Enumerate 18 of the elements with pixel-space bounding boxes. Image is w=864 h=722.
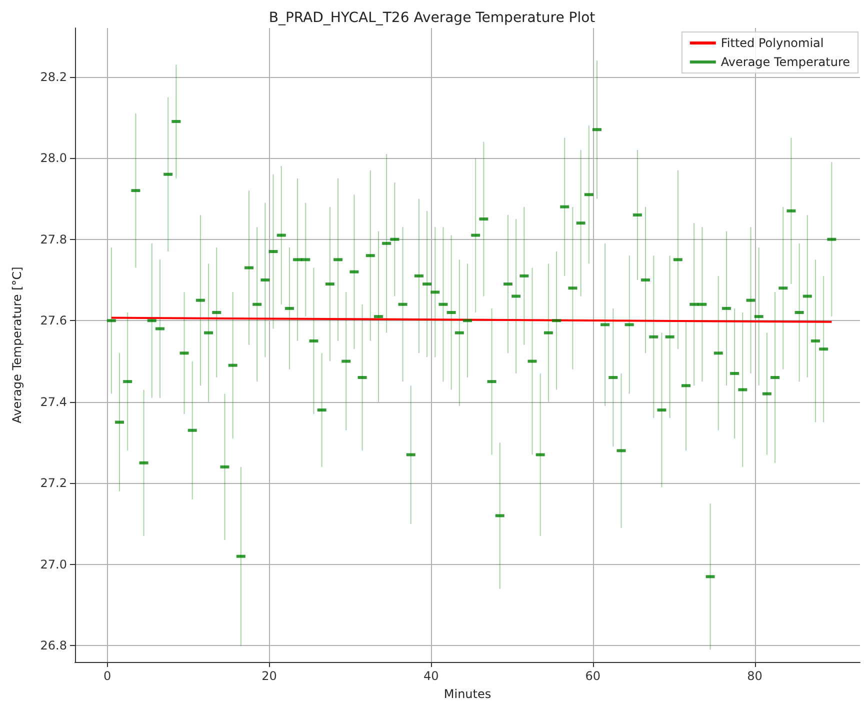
y-tick-label: 27.6 [40,314,67,328]
x-tick-label: 60 [585,669,601,683]
y-tick-label: 26.8 [40,638,67,653]
legend-label: Average Temperature [720,55,850,69]
y-axis-title: Average Temperature [°C] [10,266,24,424]
y-tick-label: 27.8 [40,232,67,246]
chart-title: B_PRAD_HYCAL_T26 Average Temperature Plot [268,10,596,26]
x-axis-title: Minutes [444,687,492,701]
legend-label: Fitted Polynomial [720,36,824,50]
y-tick-label: 27.4 [40,394,67,409]
x-tick-label: 40 [423,669,439,683]
y-tick-label: 28.2 [40,70,67,84]
x-tick-label: 0 [104,669,112,683]
x-tick-label: 20 [262,669,277,683]
x-tick-label: 80 [747,669,762,683]
y-tick-label: 27.0 [40,557,67,572]
y-tick-label: 28.0 [40,151,67,166]
y-tick-label: 27.2 [40,476,67,490]
